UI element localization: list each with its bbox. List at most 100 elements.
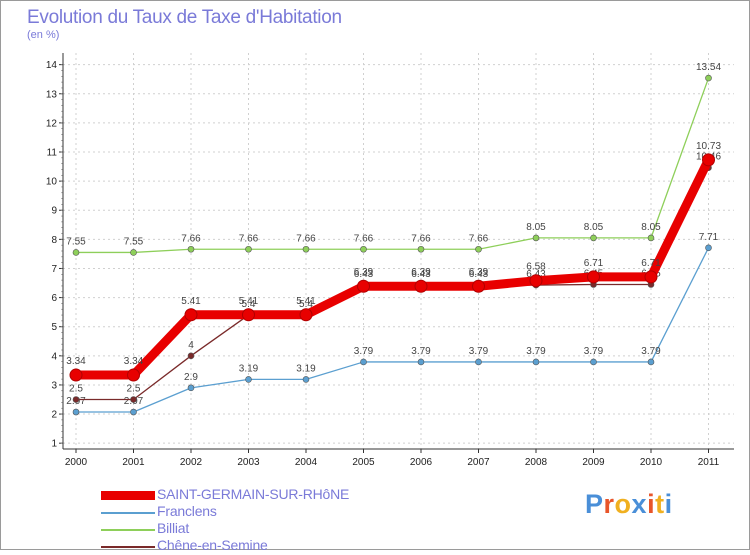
- data-label: 3.79: [354, 346, 374, 357]
- x-tick-label: 2011: [698, 457, 720, 468]
- data-point: [647, 358, 655, 366]
- x-tick-label: 2009: [582, 457, 605, 468]
- data-label: 3.19: [239, 363, 259, 374]
- x-tick-label: 2010: [640, 457, 663, 468]
- legend-swatch-franclens: [101, 512, 155, 514]
- data-point: [472, 279, 485, 293]
- data-label: 6.43: [354, 269, 374, 280]
- data-point: [130, 396, 137, 403]
- data-label: 3.79: [526, 346, 546, 357]
- data-label: 6.71: [641, 258, 661, 269]
- data-point: [417, 245, 425, 253]
- data-point: [475, 245, 482, 253]
- x-tick-label: 2005: [352, 457, 375, 468]
- data-point: [647, 234, 655, 242]
- data-label: 3.79: [469, 346, 489, 357]
- data-label: 8.05: [526, 222, 546, 233]
- data-point: [644, 270, 658, 284]
- data-label: 3.34: [66, 356, 86, 367]
- data-label: 5.4: [242, 299, 256, 310]
- data-label: 4: [188, 340, 194, 351]
- data-label: 3.79: [411, 346, 431, 357]
- data-label: 3.34: [124, 356, 144, 367]
- brand-letter: P: [585, 489, 604, 519]
- legend-label-saint-germain: SAINT-GERMAIN-SUR-RHôNE: [157, 486, 350, 502]
- data-point: [242, 308, 255, 322]
- data-point: [705, 244, 712, 252]
- brand-letter: x: [631, 489, 648, 519]
- data-label: 2.5: [127, 384, 141, 395]
- data-label: 10.73: [696, 141, 721, 152]
- data-point: [187, 352, 195, 360]
- y-tick-label: 13: [46, 89, 58, 100]
- data-point: [299, 308, 313, 322]
- data-label: 5.41: [296, 296, 316, 307]
- data-point: [245, 245, 252, 253]
- y-tick-label: 3: [51, 380, 57, 391]
- x-tick-label: 2001: [122, 457, 145, 468]
- data-point: [245, 376, 252, 383]
- data-label: 6.58: [526, 262, 546, 273]
- data-label: 5.41: [239, 296, 259, 307]
- x-tick-label: 2004: [295, 457, 318, 468]
- data-label: 7.66: [296, 233, 316, 244]
- data-label: 3.79: [584, 346, 604, 357]
- y-tick-label: 14: [46, 60, 58, 71]
- data-label: 2.9: [184, 372, 198, 383]
- x-tick-label: 2006: [410, 457, 433, 468]
- data-point: [130, 408, 137, 416]
- x-tick-label: 2008: [525, 457, 548, 468]
- legend-swatch-chene-en-semine: [101, 546, 155, 548]
- data-point: [187, 384, 195, 392]
- data-point: [705, 74, 712, 82]
- y-tick-label: 10: [46, 177, 58, 188]
- brand-letter: o: [614, 489, 632, 519]
- y-tick-label: 9: [51, 206, 57, 217]
- legend-swatch-billiat: [101, 529, 155, 531]
- data-point: [529, 274, 543, 288]
- series-line: [71, 155, 713, 380]
- data-label: 8.05: [641, 222, 661, 233]
- data-label: 7.55: [124, 236, 144, 247]
- chart-title: Evolution du Taux de Taxe d'Habitation: [27, 7, 342, 28]
- data-label: 7.66: [239, 233, 259, 244]
- data-label: 7.71: [699, 232, 719, 243]
- legend-label-franclens: Franclens: [157, 503, 217, 519]
- data-label: 3.79: [641, 346, 661, 357]
- x-tick-label: 2000: [65, 457, 88, 468]
- y-tick-label: 1: [51, 439, 57, 450]
- y-tick-label: 11: [47, 148, 58, 159]
- data-label: 6.71: [584, 258, 604, 269]
- y-tick-label: 7: [51, 264, 57, 275]
- data-point: [127, 368, 140, 382]
- data-point: [72, 249, 80, 256]
- x-tick-label: 2007: [467, 457, 490, 468]
- data-label: 6.43: [469, 269, 489, 280]
- data-point: [302, 376, 310, 383]
- data-point: [130, 249, 137, 256]
- data-label: 8.05: [584, 222, 604, 233]
- data-point: [72, 408, 80, 416]
- data-label: 2.5: [69, 384, 83, 395]
- y-tick-label: 2: [51, 410, 57, 421]
- data-label: 7.55: [66, 236, 86, 247]
- y-tick-label: 5: [51, 322, 57, 333]
- data-point: [69, 368, 83, 382]
- y-tick-label: 4: [51, 351, 57, 362]
- proxiti-logo: Proxiti: [585, 489, 673, 520]
- data-point: [360, 245, 367, 253]
- data-point: [532, 358, 540, 366]
- x-tick-label: 2003: [237, 457, 260, 468]
- data-point: [360, 358, 367, 366]
- brand-letter: t: [655, 489, 665, 519]
- series-line: [75, 247, 710, 413]
- x-tick-label: 2002: [180, 457, 203, 468]
- data-point: [702, 153, 715, 167]
- data-label: 7.66: [469, 233, 489, 244]
- data-label: 3.19: [296, 363, 316, 374]
- data-point: [414, 279, 428, 293]
- y-tick-label: 12: [46, 118, 58, 129]
- plot-area: [63, 53, 734, 449]
